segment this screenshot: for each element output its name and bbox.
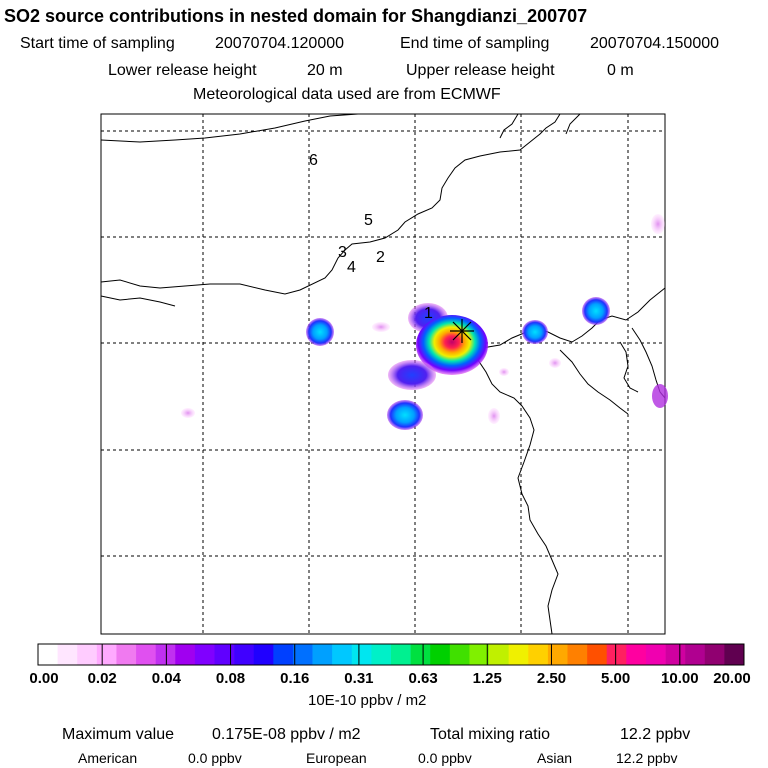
colorbar-tick-label: 0.08 [215,670,246,687]
colorbar-tick-label: 0.04 [151,670,181,687]
asian-label: Asian [537,750,573,766]
colorbar-tick-label: 0.16 [280,670,310,687]
american-label: American [78,750,138,766]
colorbar-tick-marks [37,644,745,665]
start-time-value: 20070704.120000 [215,35,345,52]
plume-blobs [181,214,668,430]
coastlines [100,113,666,635]
colorbar-tick-label: 0.31 [344,670,374,687]
end-time-value: 20070704.150000 [590,35,720,52]
colorbar-cell [214,644,235,665]
colorbar-cell [626,644,647,665]
colorbar-cell [136,644,156,665]
colorbar-cell [332,644,353,665]
colorbar-cell [724,644,745,665]
source-label-1: 1 [424,305,433,322]
start-time-label: Start time of sampling [20,35,175,52]
colorbar-cell [645,644,666,665]
colorbar-cell [469,644,490,665]
colorbar-cell [547,644,568,665]
total-mixing-label: Total mixing ratio [430,726,551,743]
colorbar-cell [704,644,725,665]
plot-frame [100,113,666,635]
colorbar-unit: 10E-10 ppbv / m2 [308,692,427,709]
colorbar-cell [312,644,333,665]
colorbar-cell [234,644,255,665]
colorbar-cell [391,644,411,665]
european-label: European [306,750,367,766]
colorbar-tick-label: 2.50 [536,670,567,687]
max-value: 0.175E-08 ppbv / m2 [212,726,361,743]
receptor-star-icon [450,319,474,343]
colorbar-cell [489,644,509,665]
meteo-source: Meteorological data used are from ECMWF [193,86,501,103]
colorbar-tick-label: 0.02 [87,670,117,687]
colorbar-cell [606,644,627,665]
colorbar-cell [528,644,549,665]
colorbar-cell [567,644,588,665]
colorbar-cell [116,644,137,665]
colorbar-cell [508,644,529,665]
colorbar-tick-label: 0.00 [29,670,59,687]
colorbar-cell [273,644,294,665]
colorbar-cell [77,644,98,665]
colorbar-cell [96,644,117,665]
colorbar-cell [430,644,451,665]
colorbar-cell [38,644,58,665]
colorbar-cell [351,644,372,665]
upper-release-value: 0 m [607,62,634,79]
source-label-3: 3 [338,244,347,261]
colorbar-tick-label: 0.63 [408,670,438,687]
colorbar-cell [194,644,215,665]
source-labels: 1 2 3 4 5 6 [309,152,433,322]
gridlines [101,114,665,634]
colorbar-cell [175,644,196,665]
colorbar-cell [685,644,706,665]
colorbar-cell [410,644,431,665]
colorbar-tick-label: 1.25 [472,670,502,687]
upper-release-label: Upper release height [406,62,555,79]
lower-release-value: 20 m [307,62,343,79]
colorbar-tick-label: 5.00 [601,670,631,687]
colorbar-cell [155,644,176,665]
colorbar-cell [449,644,470,665]
colorbar-cell [371,644,392,665]
colorbar-cell [57,644,78,665]
colorbar-cell [253,644,274,665]
colorbar [38,644,745,665]
american-value: 0.0 ppbv [188,750,242,766]
european-value: 0.0 ppbv [418,750,472,766]
colorbar-cell [665,644,686,665]
total-mixing-value: 12.2 ppbv [620,726,691,743]
chart-title: SO2 source contributions in nested domai… [4,6,588,26]
source-label-4: 4 [347,259,356,276]
colorbar-cell [587,644,608,665]
source-label-2: 2 [376,249,385,266]
colorbar-tick-label: 10.00 [661,670,699,687]
end-time-label: End time of sampling [400,35,550,52]
asian-value: 12.2 ppbv [616,750,678,766]
lower-release-label: Lower release height [108,62,257,79]
source-label-5: 5 [364,212,373,229]
colorbar-cell [292,644,313,665]
colorbar-tick-label: 20.00 [713,670,751,687]
max-value-label: Maximum value [62,726,175,743]
source-label-6: 6 [309,152,318,169]
